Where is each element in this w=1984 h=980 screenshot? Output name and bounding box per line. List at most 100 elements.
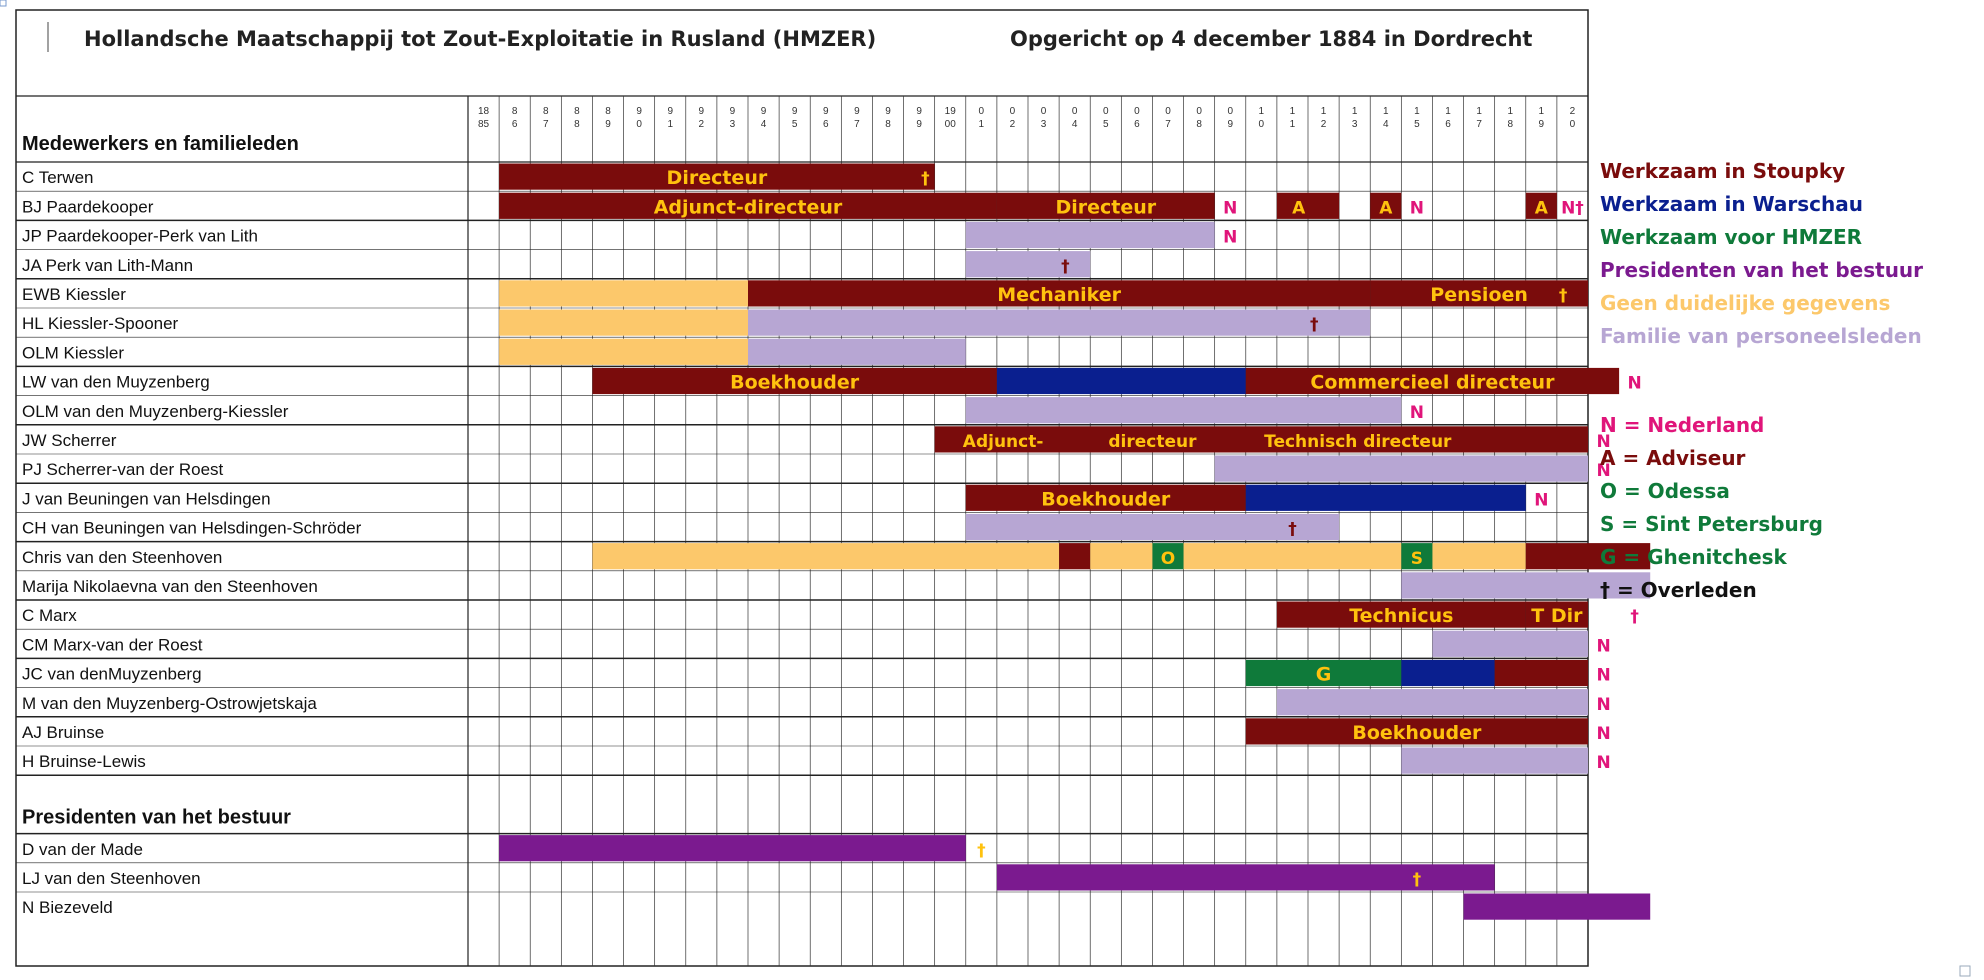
person-name: J van Beuningen van Helsdingen: [22, 489, 271, 508]
year-tick-label: 7: [854, 119, 860, 130]
year-tick-label: 8: [605, 106, 611, 117]
year-tick-label: 6: [1445, 119, 1451, 130]
year-tick-label: 1: [979, 119, 985, 130]
timeline-bar: [1152, 543, 1184, 570]
timeline-bar: [1245, 367, 1620, 395]
chart-title: Hollandsche Maatschappij tot Zout-Exploi…: [84, 27, 876, 51]
legend-code: A = Adviseur: [1600, 446, 1746, 470]
bar-label: Pensioen: [1430, 284, 1528, 306]
person-name: OLM van den Muyzenberg-Kiessler: [22, 402, 289, 421]
legend-code: † = Overleden: [1600, 578, 1757, 602]
person-name: Chris van den Steenhoven: [22, 548, 222, 567]
timeline-bar: [996, 864, 1495, 891]
year-tick-label: 3: [1041, 119, 1047, 130]
person-name: JP Paardekooper-Perk van Lith: [22, 227, 258, 246]
timeline-bar: [1276, 689, 1588, 716]
cell-mark: †: [1288, 520, 1297, 540]
bar-label: Commercieel directeur: [1310, 372, 1555, 394]
year-tick-label: 1: [667, 119, 673, 130]
year-tick-label: 5: [1103, 119, 1109, 130]
cell-mark: N: [1596, 695, 1610, 715]
year-tick-label: 8: [574, 119, 580, 130]
year-tick-label: 9: [1227, 119, 1233, 130]
section-board-heading: Presidenten van het bestuur: [22, 807, 291, 829]
year-tick-label: 6: [823, 119, 829, 130]
timeline-bar: [1463, 893, 1651, 920]
legend-entry: Werkzaam voor HMZER: [1600, 225, 1862, 249]
timeline-bar: [1245, 718, 1588, 745]
year-tick-label: 1: [1290, 119, 1296, 130]
timeline-bar: [1059, 543, 1091, 570]
timeline-bar: [1214, 455, 1588, 482]
person-name: JC van denMuyzenberg: [22, 665, 202, 684]
cell-mark: †: [977, 841, 986, 861]
cell-mark: †: [1630, 607, 1639, 627]
year-tick-label: 0: [1196, 106, 1202, 117]
person-name: BJ Paardekooper: [22, 197, 154, 216]
timeline-bar: [1401, 747, 1588, 774]
cell-mark: directeur: [1108, 432, 1197, 452]
year-tick-label: 3: [1352, 119, 1358, 130]
year-tick-label: 9: [854, 106, 860, 117]
year-tick-label: 0: [979, 106, 985, 117]
timeline-bar: [499, 338, 748, 365]
year-tick-label: 1: [1539, 106, 1545, 117]
cell-mark: N: [1596, 724, 1610, 744]
timeline-bar: [1432, 630, 1588, 657]
section-staff-heading: Medewerkers en familieleden: [22, 133, 299, 155]
year-tick-label: 3: [730, 119, 736, 130]
cell-mark: N: [1596, 636, 1610, 656]
year-tick-label: 2: [699, 119, 705, 130]
cell-mark: N: [1223, 228, 1237, 248]
legend-entry: Werkzaam in Warschau: [1600, 192, 1863, 216]
legend-code: G = Ghenitchesk: [1600, 545, 1788, 569]
person-name: M van den Muyzenberg-Ostrowjetskaja: [22, 694, 317, 713]
year-tick-label: 18: [478, 106, 490, 117]
cell-mark: †: [1413, 870, 1422, 890]
year-tick-label: 8: [543, 106, 549, 117]
person-name: C Marx: [22, 606, 77, 625]
year-tick-label: 7: [1476, 119, 1482, 130]
timeline-bar: [996, 367, 1246, 395]
timeline-bar: [592, 367, 997, 395]
timeline-bar: [934, 426, 1588, 453]
cell-mark: †: [1310, 315, 1319, 335]
year-tick-label: 8: [885, 119, 891, 130]
timeline-bar: [1401, 659, 1495, 687]
bar-label: Directeur: [1055, 196, 1156, 218]
person-name: PJ Scherrer-van der Roest: [22, 460, 224, 479]
year-tick-label: 4: [1383, 119, 1389, 130]
corner-mark: [0, 0, 7, 7]
year-tick-label: 1: [1259, 106, 1265, 117]
timeline-bar: [965, 513, 1340, 541]
person-name: AJ Bruinse: [22, 723, 104, 742]
year-tick-label: 1: [1414, 106, 1420, 117]
person-name: C Terwen: [22, 168, 94, 187]
timeline-bar: [499, 163, 935, 190]
legend-code: O = Odessa: [1600, 479, 1730, 503]
year-tick-label: 19: [945, 106, 957, 117]
cell-mark: N: [1410, 198, 1424, 218]
year-tick-label: 9: [792, 106, 798, 117]
cell-mark: N: [1596, 461, 1610, 481]
year-tick-label: 2: [1010, 119, 1016, 130]
year-tick-label: 4: [1072, 119, 1078, 130]
year-tick-label: 0: [1041, 106, 1047, 117]
year-tick-label: 2: [1570, 106, 1576, 117]
bar-label: Adjunct-directeur: [654, 196, 843, 218]
year-tick-label: 0: [1227, 106, 1233, 117]
timeline-bar: [1276, 601, 1526, 628]
year-tick-label: 0: [1259, 119, 1265, 130]
cell-mark: Adjunct-: [963, 432, 1044, 452]
year-tick-label: 00: [945, 119, 957, 130]
timeline-bar: [592, 543, 1060, 570]
year-tick-label: 0: [1103, 106, 1109, 117]
year-tick-label: 8: [1196, 119, 1202, 130]
bar-label: Boekhouder: [1041, 488, 1171, 510]
timeline-bar: [1525, 543, 1651, 570]
cell-mark: A: [1535, 198, 1549, 218]
bar-label: Technicus: [1349, 605, 1453, 627]
year-tick-label: 0: [1165, 106, 1171, 117]
bar-label: Boekhouder: [730, 372, 860, 394]
